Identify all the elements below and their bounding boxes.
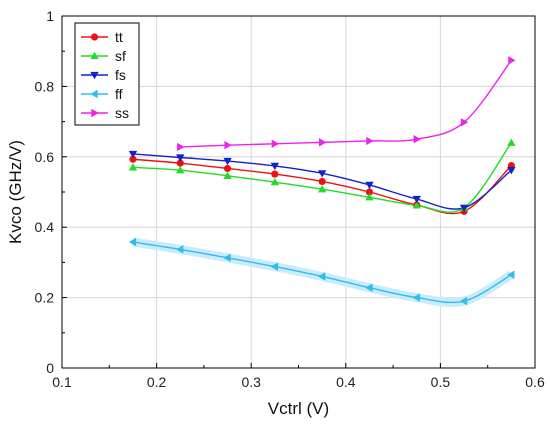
marker-ff: [223, 253, 231, 263]
marker-ff: [507, 270, 515, 279]
marker-ss: [413, 135, 421, 144]
plot-background: [62, 16, 535, 368]
marker-sf: [317, 184, 327, 193]
marker-ss: [319, 138, 327, 147]
legend-label-ss: ss: [115, 105, 129, 121]
legend-marker-fs: [90, 71, 99, 80]
marker-sf: [365, 193, 374, 201]
marker-ff: [412, 293, 420, 302]
legend-label-sf: sf: [115, 48, 126, 64]
marker-sf: [270, 177, 280, 186]
marker-fs: [459, 204, 469, 213]
y-tick-label: 1: [46, 8, 54, 24]
marker-fs: [365, 181, 374, 190]
legend-box: [74, 22, 140, 126]
marker-sf: [507, 138, 516, 146]
marker-ff: [365, 283, 373, 292]
x-tick-label: 0.6: [525, 374, 545, 390]
marker-tt: [271, 170, 279, 178]
legend-marker-tt: [90, 33, 99, 41]
legend-label-ff: ff: [115, 86, 123, 102]
legend-label-tt: tt: [115, 29, 123, 45]
marker-tt: [318, 177, 326, 186]
legend: tt sf fs ff ss: [74, 22, 140, 126]
marker-ff: [176, 245, 184, 254]
legend-marker-ss: [91, 108, 99, 118]
marker-ss: [177, 142, 185, 152]
marker-ss: [271, 139, 280, 148]
marker-fs: [223, 157, 232, 166]
marker-fs: [176, 154, 185, 162]
marker-ff: [128, 237, 137, 247]
marker-tt: [365, 188, 374, 196]
marker-ff: [270, 262, 278, 271]
marker-tt: [129, 155, 137, 163]
x-axis-ticks: 0.1 0.2 0.3 0.4 0.5 0.6: [52, 363, 545, 390]
marker-ff: [317, 272, 326, 281]
marker-ss: [224, 140, 232, 150]
y-tick-label: 0.2: [35, 290, 55, 306]
marker-tt: [176, 159, 184, 167]
marker-sf: [128, 163, 138, 171]
y-tick-label: 0: [46, 360, 54, 376]
marker-ss: [460, 118, 469, 127]
x-tick-label: 0.2: [147, 374, 167, 390]
grid-lines: [61, 15, 536, 369]
marker-sf: [412, 201, 421, 209]
x-tick-label: 0.1: [52, 374, 72, 390]
legend-marker-sf: [90, 51, 99, 60]
marker-fs: [412, 195, 421, 204]
x-tick-label: 0.4: [336, 374, 356, 390]
marker-ss: [366, 136, 374, 146]
y-tick-label: 0.8: [35, 78, 55, 94]
marker-fs: [507, 167, 516, 175]
marker-sf: [223, 171, 232, 179]
marker-sf: [176, 165, 185, 174]
marker-ss: [508, 56, 516, 65]
y-tick-label: 0.6: [35, 149, 55, 165]
series-markers: [128, 56, 516, 306]
x-axis-label: Vctrl (V): [268, 399, 329, 418]
y-axis-label: Kvco (GHz/V): [6, 140, 25, 244]
legend-marker-ff: [90, 89, 98, 99]
y-tick-label: 0.4: [35, 219, 55, 235]
x-tick-label: 0.3: [241, 374, 261, 390]
x-tick-label: 0.5: [431, 374, 451, 390]
marker-fs: [317, 170, 327, 178]
legend-label-fs: fs: [115, 67, 126, 83]
marker-ff: [459, 296, 468, 306]
marker-fs: [128, 150, 138, 159]
marker-fs: [270, 162, 280, 171]
marker-tt: [223, 164, 232, 173]
y-axis-ticks: 0 0.2 0.4 0.6 0.8 1: [35, 8, 67, 376]
